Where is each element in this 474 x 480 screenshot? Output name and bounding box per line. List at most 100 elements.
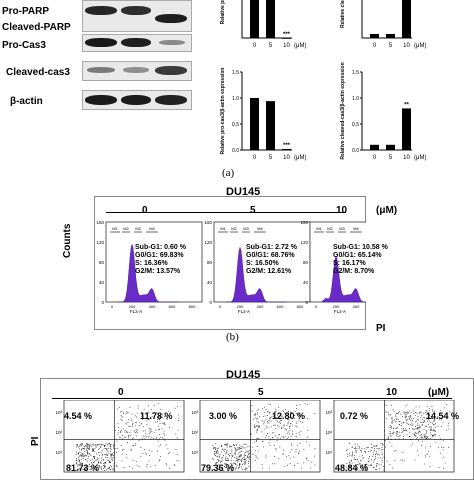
scatter-point <box>154 421 156 423</box>
scatter-point <box>86 445 88 447</box>
scatter-point <box>412 424 414 426</box>
scatter-point <box>122 448 124 450</box>
scatter-point <box>286 433 288 434</box>
scatter-point <box>360 450 362 452</box>
scatter-point <box>80 449 82 451</box>
scatter-point <box>409 428 410 429</box>
scatter-point <box>85 459 87 461</box>
panel-c-dose-line <box>52 398 452 399</box>
scatter-point <box>306 403 308 405</box>
scatter-point <box>356 459 358 460</box>
scatter-point <box>82 468 84 470</box>
scatter-point <box>433 412 435 414</box>
scatter-point <box>78 453 79 455</box>
x-tick-label: 200 <box>129 304 136 309</box>
scatter-point <box>110 465 112 467</box>
scatter-point <box>314 448 316 449</box>
scatter-point <box>433 430 434 432</box>
scatter-point <box>99 443 101 445</box>
x-tick-label: 10 <box>403 155 410 161</box>
stat-g0g1: G0/G1: 69.83% <box>135 252 184 259</box>
scatter-point <box>114 447 116 449</box>
scatter-point <box>128 425 130 427</box>
scatter-point <box>82 453 84 454</box>
gate-label: M1 <box>112 226 118 231</box>
scatter-point <box>375 455 377 457</box>
scatter-point <box>236 457 238 459</box>
scatter-point <box>433 416 435 418</box>
scatter-point <box>398 435 400 437</box>
scatter-point <box>86 452 88 454</box>
scatter-point <box>280 437 282 439</box>
scatter-point <box>388 426 390 428</box>
scatter-point <box>422 437 424 439</box>
scatter-point <box>387 438 389 440</box>
scatter-point <box>394 419 396 421</box>
scatter-point <box>291 448 293 450</box>
scatter-point <box>79 455 81 457</box>
scatter-point <box>428 414 429 416</box>
scatter-point <box>423 417 425 419</box>
scatter-point <box>417 423 418 425</box>
scatter-point <box>423 434 425 436</box>
scatter-point <box>178 460 180 462</box>
scatter-point <box>104 462 106 464</box>
scatter-point <box>306 441 308 443</box>
scatter-point <box>275 411 277 413</box>
scatter-point <box>396 431 398 433</box>
scatter-point <box>303 449 305 450</box>
scatter-point <box>82 457 84 459</box>
scatter-point <box>426 436 428 438</box>
scatter-point <box>233 445 235 447</box>
scatter-point <box>252 446 254 448</box>
scatter-point <box>78 457 79 459</box>
y-tick-label: 0.5 <box>352 122 359 128</box>
scatter-point <box>226 446 228 448</box>
scatter-point <box>125 437 127 439</box>
scatter-point <box>78 448 80 450</box>
gate-label: M3 <box>243 226 249 231</box>
scatter-point <box>410 420 412 422</box>
scatter-point <box>416 412 418 414</box>
scatter-point <box>268 422 270 424</box>
scatter-point <box>262 467 264 469</box>
scatter-point <box>413 413 415 415</box>
scatter-point <box>264 415 266 417</box>
x-tick-label: 5 <box>269 43 273 49</box>
scatter-point <box>90 466 92 467</box>
panel-c-dose-5: 5 <box>258 387 264 398</box>
scatter-point <box>418 419 420 421</box>
scatter-point <box>405 414 407 416</box>
scatter-point <box>96 444 98 446</box>
scatter-point <box>178 414 180 416</box>
scatter-point <box>421 424 423 425</box>
scatter-point <box>268 403 270 405</box>
scatter-point <box>265 418 267 420</box>
scatter-point <box>94 448 96 450</box>
scatter-point <box>238 447 240 449</box>
scatter-point <box>405 405 407 407</box>
scatter-point <box>403 428 405 429</box>
scatter-point <box>265 425 267 427</box>
histogram-area <box>117 243 178 303</box>
scatter-point <box>285 429 287 431</box>
scatter-point <box>446 404 448 406</box>
scatter-point <box>420 427 422 429</box>
scatter-point <box>144 430 146 432</box>
scatter-point <box>146 412 148 414</box>
scatter-point <box>401 416 403 418</box>
scatter-point <box>246 456 248 458</box>
scatter-point <box>164 422 166 424</box>
scatter-point <box>80 462 82 464</box>
stat-subg1: Sub-G1: 0.60 % <box>135 244 186 251</box>
scatter-point <box>388 412 390 414</box>
scatter-point <box>437 416 439 418</box>
stat-s: S: 16.50% <box>246 260 279 267</box>
scatter-point <box>106 455 108 457</box>
x-tick-label: 0 <box>253 43 257 49</box>
scatter-point <box>395 415 397 417</box>
scatter-point <box>424 435 425 437</box>
scatter-point <box>211 445 213 446</box>
scatter-point <box>400 425 402 427</box>
scatter-point <box>258 437 260 439</box>
